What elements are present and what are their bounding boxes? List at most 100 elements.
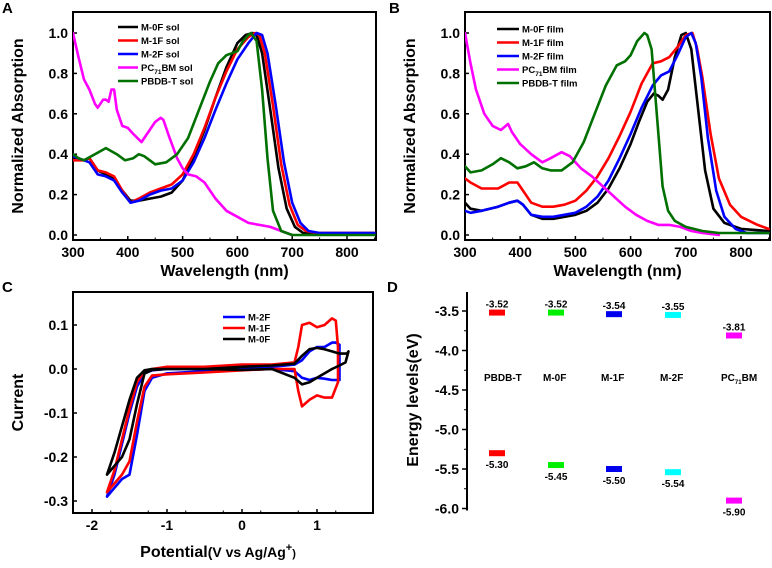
x-tick-label: -1 — [161, 517, 174, 533]
panel-B: 300 400 500 600 700 800 0.0 0.2 0.4 0.6 0.8 1.0 M-0F… — [389, 0, 771, 280]
x-tick-label: -2 — [86, 517, 99, 533]
homo-value-label: -5.30 — [486, 460, 509, 471]
series-line-m-1f-film — [465, 31, 770, 231]
homo-value-label: -5.50 — [603, 476, 626, 487]
legend-label: M-0F sol — [141, 23, 180, 34]
legend-label: PBDB-T sol — [141, 77, 193, 88]
homo-level-bar — [489, 450, 505, 457]
series-line-m-0f-sol — [73, 31, 376, 235]
y-axis-label: Current — [10, 373, 27, 431]
legend-label: M-1F — [248, 324, 270, 335]
category-label: M-1F — [601, 373, 624, 384]
y-tick-label: 0.4 — [441, 146, 461, 162]
y-tick-label: -6.0 — [435, 501, 459, 517]
y-axis-label: Normalized Absorption — [10, 38, 27, 213]
panel-D: -6.0 -5.5 -5.0 -4.5 -4.0 -3.5 PBDB-T -3.52 -5.30… — [387, 279, 757, 519]
y-tick-label: 0.2 — [441, 187, 461, 203]
y-axis-label: Energy levels(eV) — [405, 333, 422, 466]
legend-label: PBDB-T film — [522, 79, 577, 90]
y-tick-label: 0.8 — [441, 65, 461, 81]
legend-label: M-0F film — [522, 25, 564, 36]
y-tick-label: -4.0 — [435, 343, 459, 359]
series-line-pbdb-t-film — [465, 31, 770, 235]
series-line-m-2f-sol — [73, 31, 376, 235]
y-tick-label: 0.2 — [49, 187, 69, 203]
lumo-level-bar — [606, 311, 622, 318]
y-tick-label: 1.0 — [49, 25, 69, 41]
y-tick-label: 0.1 — [49, 317, 69, 333]
x-tick-label: 800 — [729, 244, 753, 260]
y-tick-label: -5.0 — [435, 422, 459, 438]
homo-level-bar — [665, 469, 681, 476]
category-label: M-0F — [543, 373, 566, 384]
panel-letter: C — [2, 279, 13, 296]
lumo-value-label: -3.52 — [545, 300, 568, 311]
lumo-value-label: -3.52 — [486, 300, 509, 311]
y-tick-label: -0.2 — [44, 449, 68, 465]
y-tick-label: -4.5 — [435, 382, 459, 398]
homo-value-label: -5.45 — [545, 472, 568, 483]
legend-label: M-2F film — [522, 52, 564, 63]
y-tick-label: 0.6 — [441, 106, 461, 122]
x-tick-label: 500 — [171, 244, 195, 260]
y-tick-label: 0.6 — [49, 106, 69, 122]
series-line-m-1f — [105, 317, 340, 494]
y-tick-label: 0.4 — [49, 146, 69, 162]
y-tick-label: 0.0 — [441, 227, 461, 243]
y-tick-label: 1.0 — [441, 25, 461, 41]
x-tick-label: 400 — [116, 244, 140, 260]
homo-level-bar — [606, 466, 622, 472]
series-line-m-1f-sol — [73, 31, 376, 235]
legend-label: PC71BM sol — [141, 63, 193, 76]
x-axis-label: Wavelength (nm) — [553, 263, 681, 280]
legend-label: M-2F — [248, 313, 270, 324]
panel-A: 300 400 500 600 700 800 0.0 0.2 0.4 0.6 0.8 1.0 M-0F… — [2, 0, 377, 280]
x-tick-label: 300 — [61, 244, 85, 260]
series-line-m-0f — [105, 346, 350, 476]
panel-C: -2 -1 0 1 -0.3 -0.2 -0.1 0.0 0.1 M-2FM-1FM-0F C Pot… — [2, 279, 374, 561]
x-axis-label: Potential(V vs Ag/Ag+) — [140, 542, 296, 561]
legend: M-0F sol M-1F sol M-2F sol PC71BM solPBDB-T… — [118, 23, 193, 88]
x-tick-label: 1 — [313, 517, 321, 533]
y-tick-label: -5.5 — [435, 461, 459, 477]
homo-value-label: -5.54 — [662, 479, 685, 490]
lumo-level-bar — [548, 309, 564, 316]
x-tick-label: 600 — [619, 244, 643, 260]
category-label: PC71BM — [721, 373, 757, 386]
x-tick-label: 700 — [674, 244, 698, 260]
plot-frame — [464, 11, 771, 241]
x-axis-label: Wavelength (nm) — [160, 263, 288, 280]
lumo-value-label: -3.54 — [603, 301, 626, 312]
legend-label: M-2F sol — [141, 50, 180, 61]
y-tick-label: 0.0 — [49, 361, 69, 377]
legend: M-2FM-1FM-0F — [223, 313, 270, 346]
series-line-pc71bm-film — [465, 31, 721, 237]
homo-value-label: -5.90 — [723, 508, 746, 519]
y-tick-label: 0.8 — [49, 65, 69, 81]
y-axis-label: Normalized Absorption — [402, 38, 419, 213]
x-tick-label: 300 — [453, 244, 477, 260]
plot-frame — [72, 11, 377, 241]
x-tick-label: 0 — [238, 517, 246, 533]
legend-label: M-1F film — [522, 38, 564, 49]
legend-label: PC71BM film — [522, 65, 577, 78]
panel-letter: D — [387, 279, 398, 296]
series-line-pc71bm-sol — [73, 31, 294, 237]
x-tick-label: 400 — [509, 244, 533, 260]
legend-label: M-1F sol — [141, 36, 180, 47]
category-label: PBDB-T — [484, 373, 522, 384]
x-tick-label: 700 — [281, 244, 305, 260]
series-line-m-2f-film — [465, 31, 770, 235]
category-label: M-2F — [660, 373, 683, 384]
lumo-level-bar — [489, 309, 505, 316]
homo-level-bar — [726, 497, 742, 504]
lumo-value-label: -3.81 — [723, 322, 746, 333]
legend: M-0F film M-1F film M-2F film PC71BM filmPB… — [497, 25, 577, 90]
y-tick-label: -0.1 — [44, 405, 68, 421]
y-tick-label: 0.0 — [49, 227, 69, 243]
legend-label: M-0F — [248, 335, 270, 346]
series-line-pbdb-t-sol — [73, 31, 376, 237]
panel-letter: A — [2, 0, 13, 17]
panel-letter: B — [389, 0, 400, 17]
